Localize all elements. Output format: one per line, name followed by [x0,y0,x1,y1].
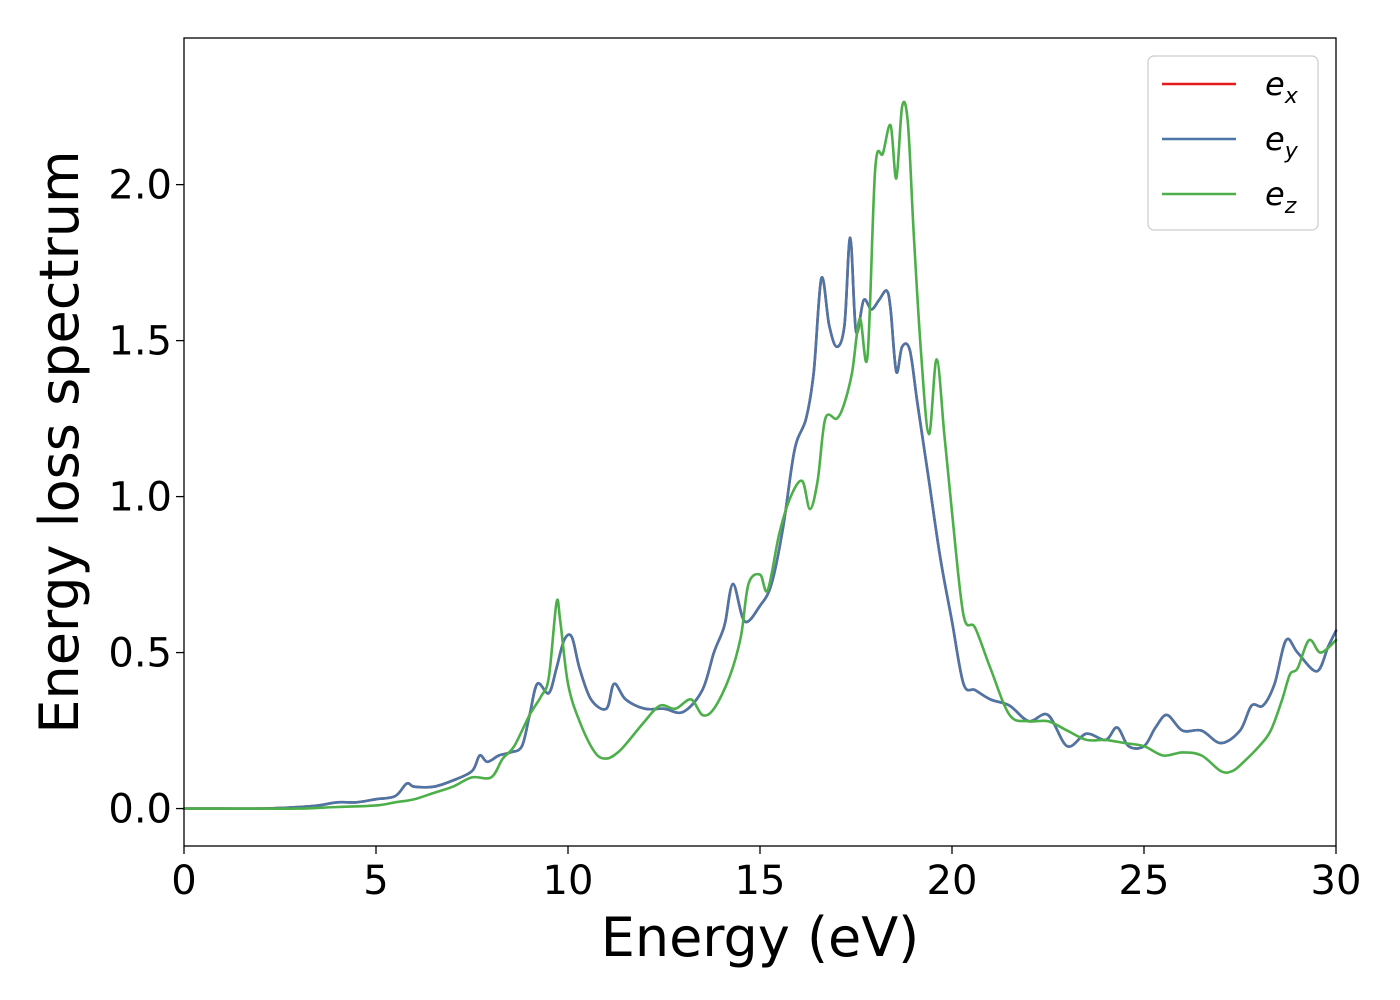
y-tick-label: 0.5 [108,631,172,677]
x-tick-label: 5 [363,858,388,904]
y-axis-title: Energy loss spectrum [28,150,91,733]
y-tick-label: 2.0 [108,163,172,209]
x-axis-title: Energy (eV) [601,906,920,969]
x-tick-label: 20 [927,858,978,904]
series-line-e-y [182,236,1338,810]
legend-label-base: e [1265,175,1285,213]
legend-label-e-y: ey [1265,120,1299,164]
legend-label-base: e [1265,65,1285,103]
series-layer [182,100,1338,810]
x-axis: 0 5 10 15 20 25 30 [171,846,1361,904]
y-tick-label: 1.0 [108,475,172,521]
x-tick-label: 10 [543,858,594,904]
x-tick-label: 30 [1311,858,1362,904]
legend-label-subscript: x [1284,84,1299,109]
x-tick-label: 0 [171,858,196,904]
y-tick-label: 1.5 [108,319,172,365]
series-line-e-z [182,100,1338,810]
legend-label-e-z: ez [1265,175,1297,219]
y-axis: 0.0 0.5 1.0 1.5 2.0 [108,163,184,833]
legend-label-subscript: y [1284,139,1299,164]
legend-box [1147,55,1319,231]
legend-label-base: e [1265,120,1285,158]
x-tick-label: 15 [735,858,786,904]
legend-label-e-x: ex [1265,65,1299,109]
x-tick-label: 25 [1119,858,1170,904]
legend-label-subscript: z [1284,194,1297,219]
y-tick-label: 0.0 [108,787,172,833]
